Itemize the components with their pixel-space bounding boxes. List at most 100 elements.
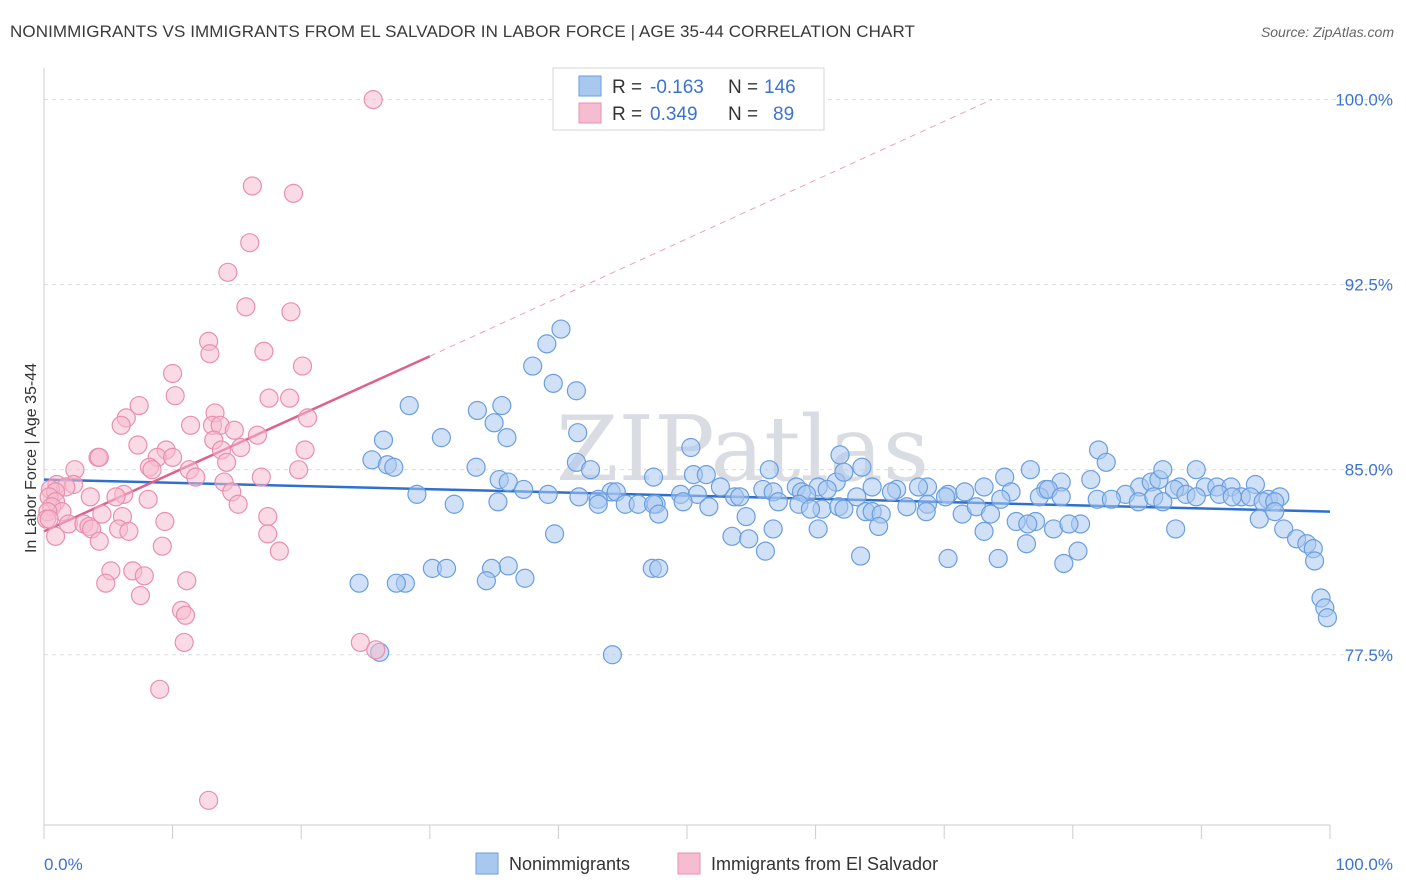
data-point-blue xyxy=(710,477,731,497)
data-point-blue xyxy=(736,506,756,527)
data-point-blue xyxy=(1249,509,1269,529)
data-point-blue xyxy=(649,558,669,578)
data-point-blue xyxy=(373,430,394,450)
data-point-pink xyxy=(283,183,304,203)
data-point-pink xyxy=(186,467,206,487)
chart-title: NONIMMIGRANTS VS IMMIGRANTS FROM EL SALV… xyxy=(10,22,916,41)
data-point-pink xyxy=(45,526,66,546)
data-point-blue xyxy=(869,516,889,537)
data-point-blue xyxy=(523,356,543,376)
data-point-pink xyxy=(111,415,131,435)
data-point-blue xyxy=(916,502,936,522)
x-tick-labels: 0.0% 100.0% xyxy=(44,855,1393,874)
data-point-pink xyxy=(200,344,220,364)
data-point-blue xyxy=(834,462,854,482)
data-point-pink xyxy=(96,573,116,593)
data-point-blue xyxy=(488,492,508,512)
data-point-pink xyxy=(217,452,237,472)
data-point-pink xyxy=(165,386,185,406)
data-point-blue xyxy=(897,497,917,517)
data-point-pink xyxy=(363,90,383,110)
x-tick-label: 0.0% xyxy=(44,855,83,874)
stats-r-label: R = xyxy=(612,77,642,98)
data-point-blue xyxy=(808,519,828,539)
data-point-blue xyxy=(1068,541,1088,561)
data-point-pink xyxy=(292,356,313,376)
data-point-pink xyxy=(138,489,158,509)
data-point-pink xyxy=(224,420,244,440)
data-point-blue xyxy=(498,472,518,492)
data-point-blue xyxy=(800,499,821,519)
data-point-pink xyxy=(259,388,279,408)
data-point-pink xyxy=(254,341,274,361)
data-point-blue xyxy=(566,381,587,401)
data-point-pink xyxy=(39,509,59,529)
data-point-pink xyxy=(128,435,148,455)
data-point-blue xyxy=(399,395,419,416)
data-point-pink xyxy=(174,632,194,653)
stats-r-label: R = xyxy=(612,104,642,125)
data-point-blue xyxy=(1265,502,1285,522)
data-point-pink xyxy=(152,536,172,556)
data-point-blue xyxy=(935,487,956,507)
data-point-pink xyxy=(251,467,271,487)
data-point-blue xyxy=(492,395,512,416)
data-point-blue xyxy=(834,499,854,519)
data-point-pink xyxy=(129,395,149,416)
y-axis-label: In Labor Force | Age 35-44 xyxy=(23,363,40,553)
data-point-blue xyxy=(1222,487,1242,507)
data-point-blue xyxy=(1020,460,1040,480)
data-point-blue xyxy=(1317,608,1338,628)
legend: Nonimmigrants Immigrants from El Salvado… xyxy=(475,852,938,875)
data-point-blue xyxy=(407,484,427,504)
data-point-pink xyxy=(130,585,151,606)
data-point-blue xyxy=(974,521,994,541)
data-point-blue xyxy=(755,541,776,561)
data-point-blue xyxy=(1018,514,1038,534)
data-point-blue xyxy=(588,494,608,514)
stats-row-pink: R = 0.349 N = 89 xyxy=(578,102,794,125)
data-point-pink xyxy=(289,460,309,480)
data-point-blue xyxy=(851,546,871,566)
data-point-pink xyxy=(247,425,268,445)
data-point-blue xyxy=(543,373,563,393)
data-point-pink xyxy=(281,302,301,322)
y-tick-labels: 100.0% 92.5% 85.0% 77.5% xyxy=(1335,91,1393,665)
data-point-blue xyxy=(908,477,929,497)
data-point-blue xyxy=(643,467,664,487)
data-point-blue xyxy=(649,504,669,524)
stats-n-value: 146 xyxy=(764,77,796,98)
data-point-blue xyxy=(568,423,588,443)
data-point-pink xyxy=(177,571,197,591)
data-point-blue xyxy=(1274,519,1294,539)
data-point-blue xyxy=(817,479,837,500)
legend-item-immigrants: Immigrants from El Salvador xyxy=(677,852,938,875)
legend-swatch-blue xyxy=(475,852,499,875)
data-point-blue xyxy=(1081,469,1101,490)
data-point-blue xyxy=(1059,514,1079,534)
stats-n-value: 89 xyxy=(773,104,794,125)
data-point-pink xyxy=(218,262,238,282)
data-point-pink xyxy=(175,605,196,625)
legend-label: Immigrants from El Salvador xyxy=(711,854,938,874)
data-point-blue xyxy=(444,494,464,514)
y-tick-label: 85.0% xyxy=(1345,461,1393,480)
data-point-blue xyxy=(1054,553,1074,574)
stats-row-blue: R = -0.163 N = 146 xyxy=(578,75,796,98)
data-point-pink xyxy=(106,487,126,507)
data-point-blue xyxy=(498,556,518,576)
y-tick-label: 100.0% xyxy=(1335,91,1393,110)
data-point-blue xyxy=(544,524,565,544)
data-point-blue xyxy=(515,568,535,588)
data-point-blue xyxy=(699,497,719,517)
data-point-blue xyxy=(974,477,994,497)
data-point-blue xyxy=(739,529,759,549)
y-tick-label: 77.5% xyxy=(1345,646,1393,665)
series-blue xyxy=(349,319,1338,665)
data-point-pink xyxy=(280,388,300,408)
data-point-blue xyxy=(1186,460,1206,480)
legend-label: Nonimmigrants xyxy=(509,854,630,874)
data-point-blue xyxy=(602,645,623,665)
data-point-pink xyxy=(163,447,183,467)
data-point-blue xyxy=(436,558,457,578)
